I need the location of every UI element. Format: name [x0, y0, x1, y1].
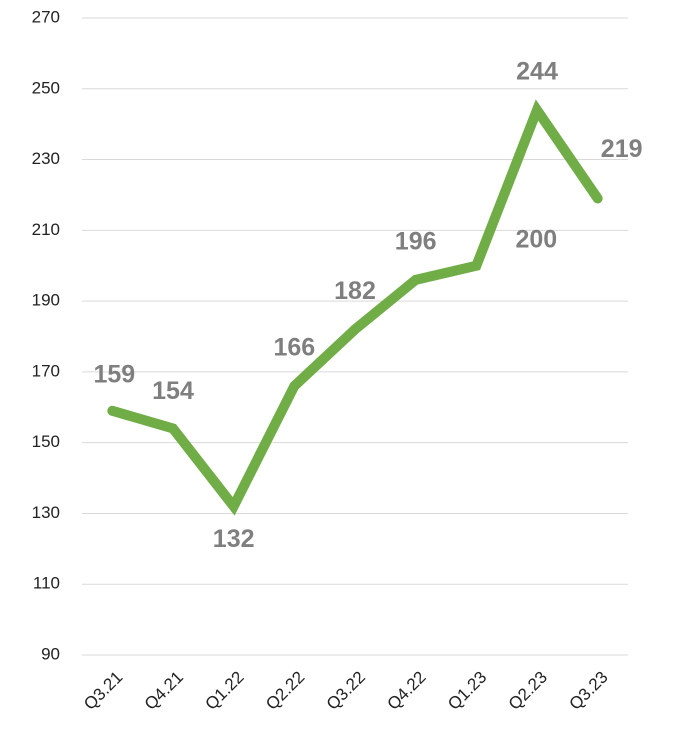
- line: [107, 99, 603, 516]
- y-tick-label: 90: [41, 644, 60, 663]
- data-label: 196: [395, 227, 437, 255]
- data-label: 182: [334, 277, 376, 305]
- x-tick-label: Q2.22: [262, 668, 308, 714]
- data-label: 244: [516, 58, 558, 86]
- x-tick-label: Q1.22: [201, 668, 247, 714]
- data-label: 154: [152, 377, 194, 405]
- data-label: 159: [93, 360, 135, 388]
- y-tick-label: 190: [32, 291, 60, 310]
- x-tick-label: Q3.21: [80, 668, 126, 714]
- y-tick-label: 250: [32, 78, 60, 97]
- x-tick-label: Q1.23: [444, 668, 490, 714]
- y-tick-label: 150: [32, 432, 60, 451]
- y-tick-label: 110: [33, 574, 60, 593]
- y-tick-label: 130: [32, 503, 60, 522]
- x-tick-label: Q3.22: [323, 668, 369, 714]
- data-label: 200: [515, 225, 557, 253]
- x-tick-label: Q3.23: [565, 668, 611, 714]
- x-tick-label: Q4.22: [383, 668, 429, 714]
- data-label: 132: [213, 525, 255, 553]
- y-tick-label: 270: [32, 7, 60, 26]
- y-tick-label: 230: [32, 149, 60, 168]
- data-label: 166: [273, 334, 315, 362]
- y-tick-label: 210: [32, 220, 60, 239]
- data-label: 219: [601, 135, 643, 163]
- x-tick-label: Q4.21: [141, 668, 187, 714]
- y-tick-label: 170: [32, 361, 60, 380]
- x-tick-label: Q2.23: [505, 668, 551, 714]
